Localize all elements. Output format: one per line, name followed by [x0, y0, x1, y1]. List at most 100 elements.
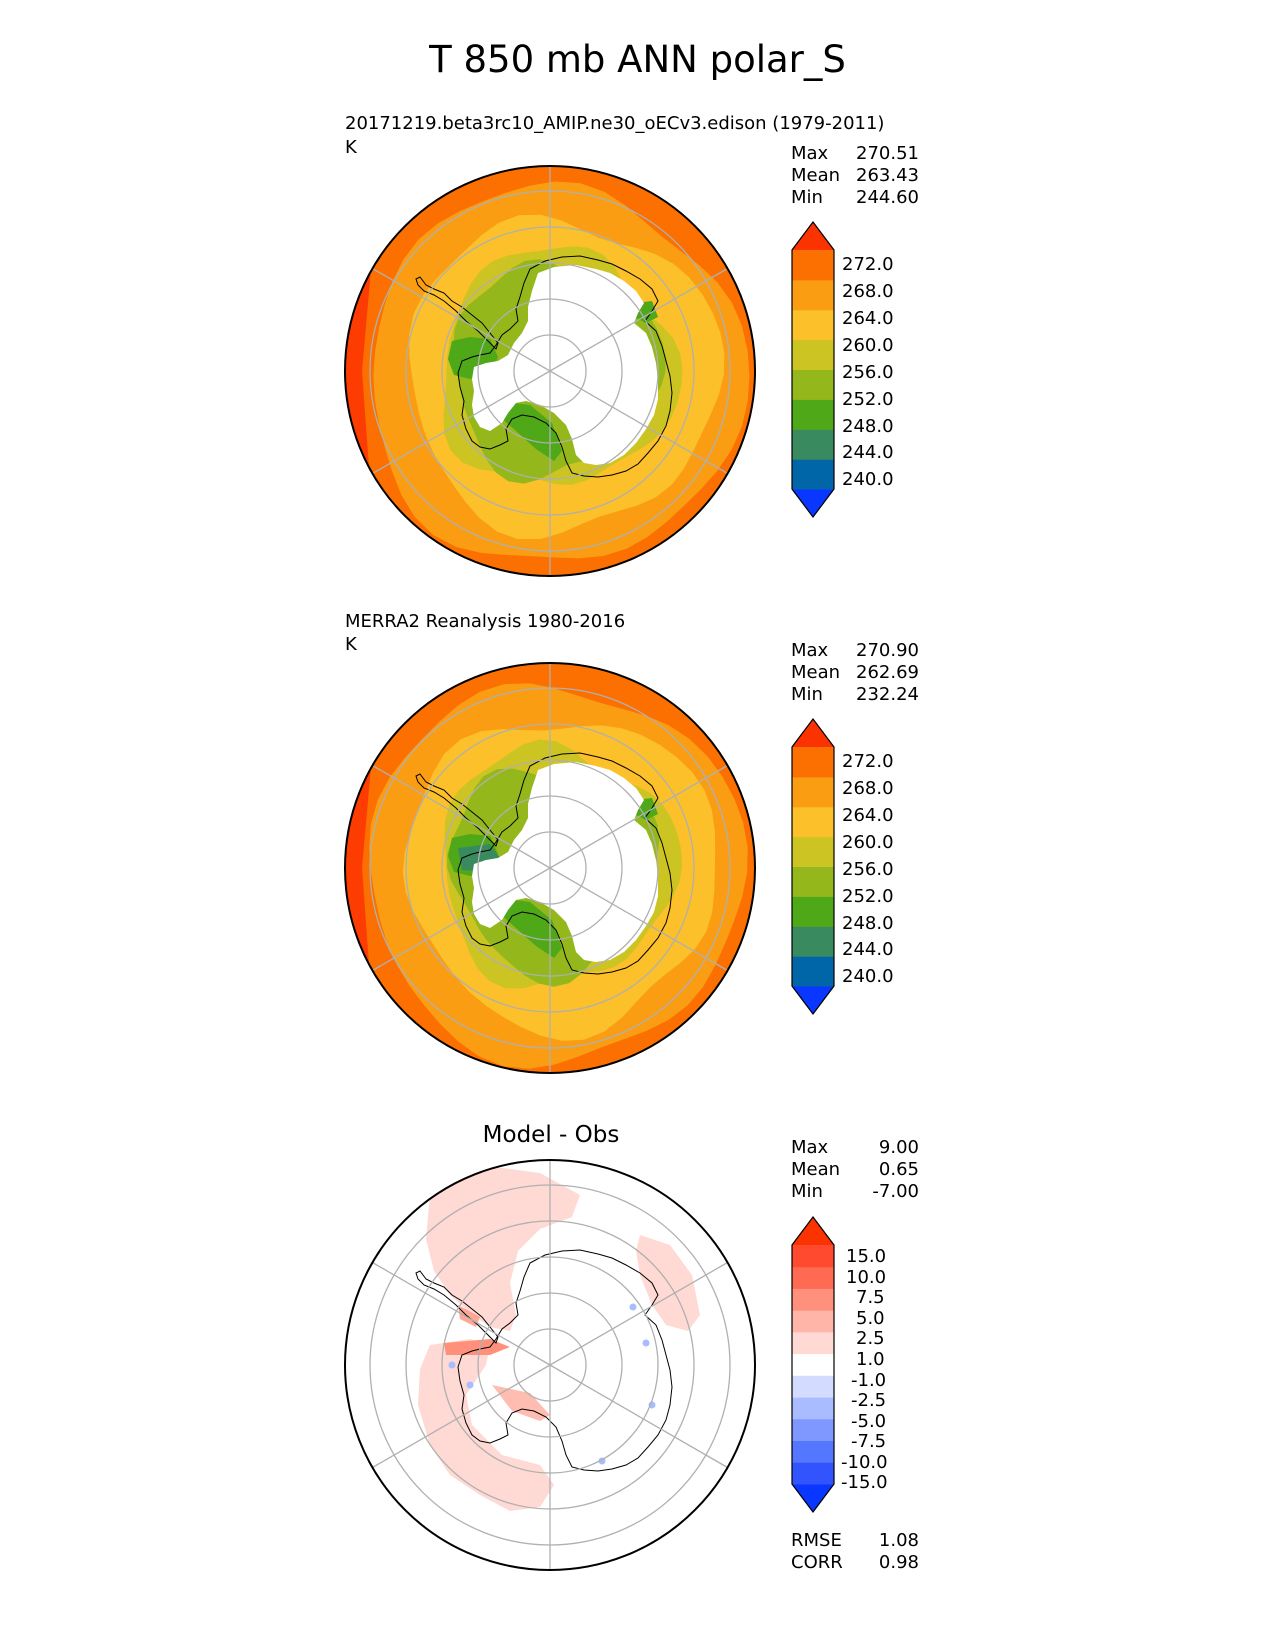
- colorbar-segment: [792, 309, 834, 341]
- colorbar-segment: [792, 1245, 834, 1268]
- stat-max: Max 9.00: [791, 1137, 919, 1158]
- longitude-gridline: [549, 1364, 728, 1469]
- gridlines: [369, 663, 731, 1073]
- colorbar-outline: [791, 221, 835, 518]
- colorbar-extend-min: [792, 986, 834, 1014]
- positive-anomaly-region: [418, 1339, 554, 1511]
- colorbar-segment: [792, 1418, 834, 1441]
- colorbar-tick: 2.5: [856, 1328, 885, 1349]
- colorbar-segment: [792, 1440, 834, 1463]
- panel-1-polar-map: [344, 165, 756, 577]
- stat-min: Min 244.60: [791, 187, 919, 208]
- longitude-gridline: [372, 1364, 551, 1469]
- figure-title: T 850 mb ANN polar_S: [429, 38, 846, 81]
- colorbar-segment: [792, 747, 834, 778]
- longitude-gridline: [372, 867, 551, 972]
- colorbar-tick: 1.0: [856, 1349, 885, 1370]
- panel-3-colorbar-labels: 15.0 10.0 7.5 5.0 2.5 1.0 -1.0 -2.5 -5.0…: [838, 1217, 918, 1512]
- coastal-patch: [500, 898, 562, 958]
- longitude-gridline: [372, 267, 551, 372]
- colorbar-segment: [792, 1397, 834, 1420]
- panel-2-units: K: [345, 634, 357, 655]
- masked-interior: [472, 265, 658, 465]
- panel-2-colorbar: [791, 718, 835, 1015]
- map-boundary: [344, 662, 756, 1074]
- colorbar-tick: 256.0: [842, 362, 894, 383]
- stat-min: Min 232.24: [791, 684, 919, 705]
- gridlines: [369, 1160, 731, 1570]
- stat-mean: Mean 262.69: [791, 662, 919, 683]
- stat-max: Max 270.90: [791, 640, 919, 661]
- panel-2-colorbar-labels: 272.0 268.0 264.0 260.0 256.0 252.0 248.…: [842, 719, 922, 1014]
- panel-1-units: K: [345, 137, 357, 158]
- stat-max: Max 270.51: [791, 143, 919, 164]
- panel-3-metrics: RMSE 1.08 CORR 0.98: [791, 1530, 919, 1574]
- colorbar-segment: [792, 279, 834, 311]
- colorbar-tick: 10.0: [846, 1267, 887, 1288]
- longitude-gridline: [549, 267, 728, 372]
- colorbar-tick: 240.0: [842, 966, 894, 987]
- colorbar-segment: [792, 1375, 834, 1398]
- negative-anomaly-speck: [466, 1381, 474, 1389]
- colorbar-segment: [792, 1266, 834, 1289]
- map-boundary: [344, 1159, 756, 1571]
- colorbar-extend-max: [792, 222, 834, 250]
- peninsula-coastline: [415, 773, 499, 847]
- panel-3-polar-map: [344, 1159, 756, 1571]
- colorbar-segment: [792, 429, 834, 460]
- colorbar-tick: -15.0: [841, 1472, 888, 1493]
- longitude-gridline: [549, 1261, 728, 1366]
- longitude-gridline: [549, 764, 728, 869]
- map-boundary: [344, 165, 756, 577]
- panel-2-title: MERRA2 Reanalysis 1980-2016: [345, 611, 626, 632]
- stat-mean: Mean 263.43: [791, 165, 919, 186]
- panel-3-title: Model - Obs: [482, 1122, 620, 1148]
- negative-anomaly-speck: [642, 1339, 650, 1347]
- panel-1-colorbar: [791, 221, 835, 518]
- longitude-gridline: [372, 1261, 551, 1366]
- metric-rmse: RMSE 1.08: [791, 1530, 919, 1551]
- colorbar-tick: 252.0: [842, 886, 894, 907]
- colorbar-tick: 260.0: [842, 335, 894, 356]
- colorbar-segment: [792, 1288, 834, 1311]
- panel-2-polar-map: [344, 662, 756, 1074]
- colorbar-segment: [792, 866, 834, 897]
- colorbar-segment: [792, 776, 834, 808]
- colorbar-extend-min: [792, 1484, 834, 1512]
- colorbar-outline: [791, 718, 835, 1015]
- coastline: [457, 752, 673, 975]
- colorbar-extend-max: [792, 1217, 834, 1245]
- stat-min: Min -7.00: [791, 1181, 919, 1202]
- longitude-gridline: [549, 867, 728, 972]
- panel-1-stats: Max 270.51 Mean 263.43 Min 244.60: [791, 143, 919, 209]
- colorbar-tick: -10.0: [841, 1452, 888, 1473]
- colorbar-tick: 272.0: [842, 751, 894, 772]
- coastline: [457, 1249, 673, 1472]
- colorbar-segment: [792, 926, 834, 957]
- panel-3-stats: Max 9.00 Mean 0.65 Min -7.00: [791, 1137, 919, 1203]
- longitude-gridline: [549, 370, 728, 475]
- colorbar-tick: 264.0: [842, 805, 894, 826]
- colorbar-segment: [792, 1331, 834, 1355]
- colorbar-tick: 260.0: [842, 832, 894, 853]
- colorbar-tick: -1.0: [851, 1370, 887, 1391]
- colorbar-segment: [792, 369, 834, 400]
- colorbar-extend-max: [792, 719, 834, 747]
- colorbar-tick: 5.0: [856, 1308, 885, 1329]
- longitude-gridline: [372, 370, 551, 475]
- colorbar-tick: 244.0: [842, 939, 894, 960]
- colorbar-tick: 268.0: [842, 281, 894, 302]
- panel-3-colorbar: [791, 1216, 835, 1513]
- stat-mean: Mean 0.65: [791, 1159, 919, 1180]
- colorbar-segment: [792, 1310, 834, 1333]
- gridlines: [369, 166, 731, 576]
- colorbar-segment: [792, 399, 834, 430]
- colorbar-segment: [792, 1462, 834, 1485]
- colorbar-tick: 264.0: [842, 308, 894, 329]
- colorbar-extend-min: [792, 489, 834, 517]
- coastline: [457, 255, 673, 478]
- colorbar-tick: -7.5: [851, 1431, 887, 1452]
- longitude-gridline: [372, 764, 551, 869]
- colorbar-segment: [792, 836, 834, 867]
- colorbar-tick: 248.0: [842, 416, 894, 437]
